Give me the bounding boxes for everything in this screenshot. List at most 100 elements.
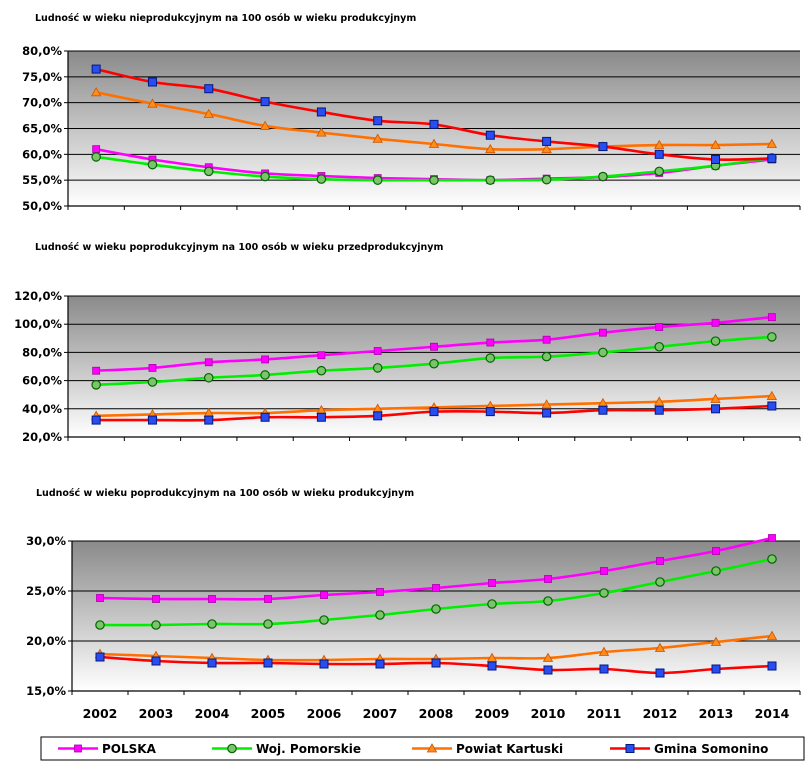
point-marker: [599, 328, 607, 337]
series-gmina-somonino: [91, 64, 777, 164]
legend-label: POLSKA: [102, 742, 157, 756]
point-marker: [428, 138, 440, 148]
point-marker: [91, 380, 101, 390]
point-marker: [148, 364, 157, 372]
point-marker: [598, 646, 610, 656]
point-marker: [544, 575, 552, 583]
point-marker: [147, 77, 157, 87]
y-tick-label: 40,0%: [22, 402, 62, 416]
point-marker: [429, 175, 439, 185]
x-tick-label: 2003: [139, 706, 174, 721]
point-marker: [598, 405, 608, 415]
point-marker: [147, 98, 158, 108]
point-marker: [208, 595, 216, 603]
x-tick-label: 2012: [643, 706, 678, 721]
series-gmina-somonino: [95, 652, 777, 678]
y-tick-label: 55,0%: [22, 173, 62, 187]
point-marker: [767, 554, 777, 564]
y-tick-label: 80,0%: [22, 44, 62, 58]
point-marker: [710, 336, 721, 346]
point-marker: [92, 145, 101, 154]
point-marker: [654, 642, 666, 652]
point-marker: [432, 584, 440, 592]
point-marker: [95, 652, 105, 662]
y-tick-label: 70,0%: [22, 96, 62, 110]
point-marker: [487, 661, 497, 671]
point-marker: [598, 171, 608, 182]
y-tick-label: 30,0%: [26, 534, 66, 548]
point-marker: [486, 338, 495, 347]
point-marker: [152, 595, 160, 603]
point-marker: [227, 743, 237, 754]
point-marker: [260, 171, 270, 182]
point-marker: [430, 342, 438, 351]
point-marker: [372, 133, 383, 143]
point-marker: [316, 174, 327, 184]
point-marker: [655, 668, 665, 678]
point-marker: [598, 142, 608, 152]
y-tick-label: 80,0%: [22, 345, 62, 359]
point-marker: [260, 97, 270, 107]
point-marker: [485, 143, 496, 154]
y-tick-label: 75,0%: [22, 70, 62, 84]
point-marker: [316, 127, 327, 137]
y-tick-label: 25,0%: [26, 584, 66, 598]
point-marker: [91, 415, 101, 425]
point-marker: [655, 577, 665, 587]
point-marker: [654, 341, 665, 352]
series-powiat-kartuski: [90, 87, 778, 154]
point-marker: [485, 407, 495, 417]
point-marker: [542, 408, 552, 418]
chart-1: Ludność w wieku nieprodukcyjnym na 100 o…: [22, 13, 801, 213]
point-marker: [375, 610, 385, 620]
point-marker: [485, 353, 496, 363]
chart-3: Ludność w wieku poprodukcyjnym na 100 os…: [26, 488, 801, 721]
point-marker: [147, 377, 158, 387]
point-marker: [654, 139, 665, 149]
legend-label: Powiat Kartuski: [456, 742, 563, 756]
legend-item: Powiat Kartuski: [412, 742, 563, 756]
x-tick-label: 2004: [195, 706, 230, 721]
point-marker: [375, 659, 385, 669]
point-marker: [74, 744, 82, 753]
point-marker: [263, 619, 273, 629]
point-marker: [655, 323, 664, 331]
point-marker: [656, 557, 664, 565]
point-marker: [711, 566, 721, 576]
y-tick-label: 65,0%: [22, 122, 62, 136]
point-marker: [654, 166, 665, 177]
x-tick-label: 2002: [83, 706, 118, 721]
point-marker: [767, 313, 776, 322]
point-marker: [767, 661, 777, 671]
point-marker: [207, 619, 217, 629]
point-marker: [204, 84, 214, 94]
legend-item: Gmina Somonino: [610, 742, 768, 756]
point-marker: [710, 139, 721, 149]
legend-label: Woj. Pomorskie: [256, 742, 361, 756]
point-marker: [485, 175, 496, 185]
point-marker: [710, 393, 721, 403]
point-marker: [541, 399, 552, 409]
y-tick-label: 15,0%: [26, 684, 66, 698]
point-marker: [766, 390, 778, 401]
point-marker: [203, 108, 214, 118]
y-tick-label: 20,0%: [22, 430, 62, 444]
point-marker: [766, 138, 778, 148]
plot-area: [72, 541, 800, 691]
point-marker: [541, 174, 552, 185]
x-tick-label: 2006: [307, 706, 342, 721]
point-marker: [373, 411, 383, 421]
point-marker: [654, 405, 664, 415]
point-marker: [600, 567, 608, 575]
point-marker: [429, 119, 439, 129]
point-marker: [373, 116, 383, 126]
point-marker: [261, 355, 269, 364]
point-marker: [264, 595, 272, 603]
point-marker: [91, 64, 101, 74]
point-marker: [767, 332, 777, 342]
x-tick-label: 2007: [363, 706, 398, 721]
point-marker: [431, 604, 441, 614]
point-marker: [319, 659, 329, 669]
y-tick-label: 60,0%: [22, 147, 62, 161]
